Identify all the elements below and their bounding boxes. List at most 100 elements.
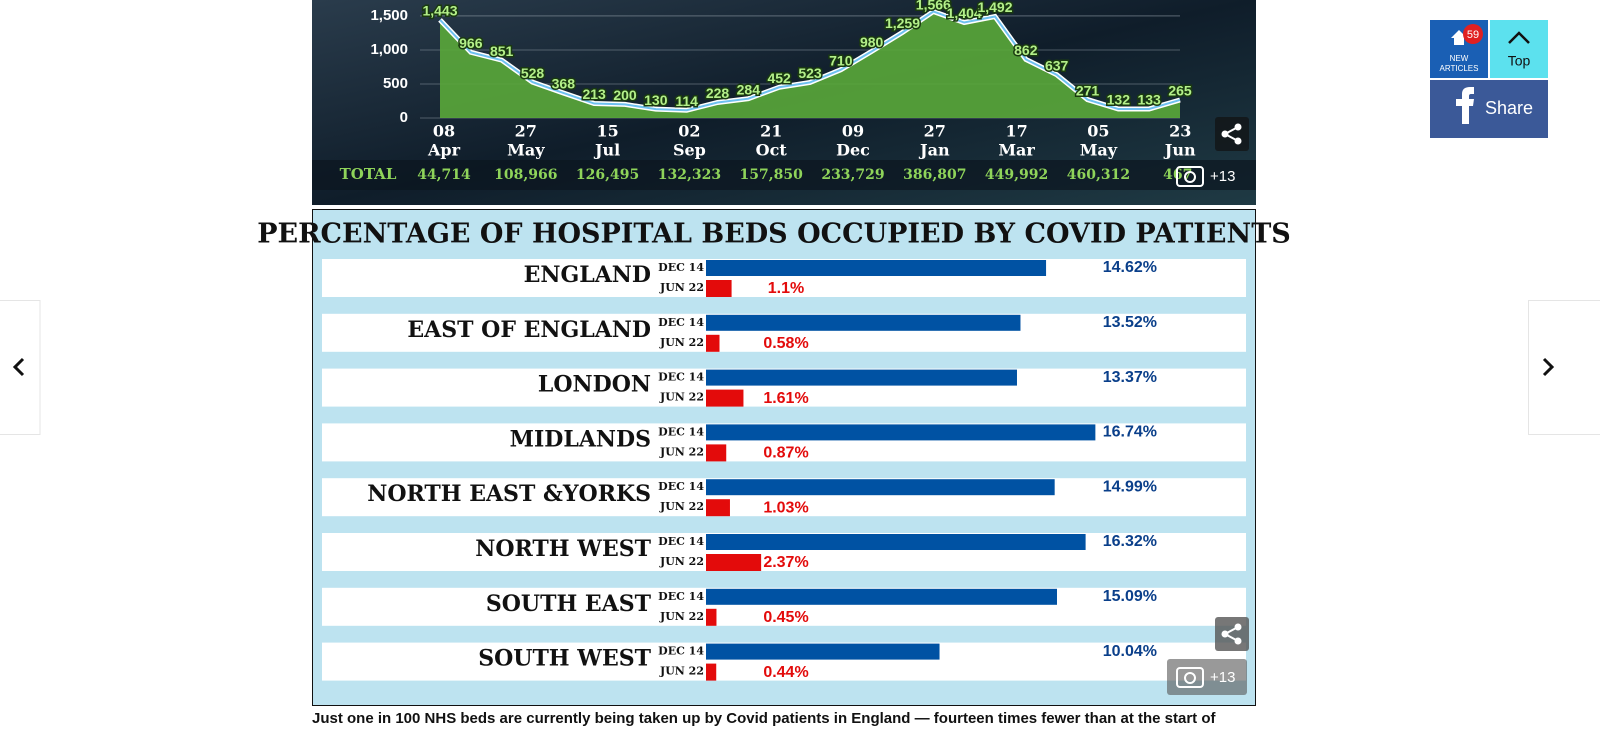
x-tick-label: May [507,141,545,160]
x-tick-label: 02 [678,122,700,141]
data-label: 228 [706,85,730,101]
x-tick-label: Jul [593,141,620,160]
total-value: 157,850 [740,167,804,183]
category-label: NORTH WEST [475,536,651,562]
legend-label: JUN 22 [659,665,704,678]
bar [706,280,732,297]
top-arrow [1508,31,1530,44]
x-tick-label: 27 [924,122,946,141]
top-label: Top [1508,53,1531,69]
legend-label: JUN 22 [659,391,704,404]
gallery-count: +13 [1210,669,1235,686]
category-label: MIDLANDS [510,426,651,452]
data-label: 710 [829,52,853,68]
legend-label: JUN 22 [659,555,704,568]
value-label: 0.87% [763,445,808,462]
category-label: EAST OF ENGLAND [407,317,651,343]
data-label: 528 [521,65,545,81]
value-label: 14.62% [1103,259,1157,276]
bar [706,608,717,626]
total-value: 386,807 [903,167,966,183]
bar [706,479,1055,496]
value-label: 0.44% [763,664,808,681]
top-button[interactable] [1490,20,1548,78]
new-articles-label: NEW [1450,54,1469,63]
category-label: NORTH EAST &YORKS [367,481,651,507]
value-label: 1.03% [763,499,808,516]
data-label: 637 [1045,57,1069,73]
legend-label: DEC 14 [658,535,704,548]
value-label: 14.99% [1103,478,1157,495]
x-tick-label: Jun [1163,141,1196,160]
share-icon [1221,623,1242,645]
data-label: 1,259 [885,15,920,31]
x-tick-label: Sep [673,141,706,160]
bar [706,554,762,571]
data-label: 114 [675,93,698,109]
legend-label: DEC 14 [658,425,704,438]
data-label: 284 [737,81,761,97]
value-label: 1.61% [763,390,808,407]
x-tick-label: Mar [998,141,1035,160]
y-tick-label: 1,500 [370,7,408,24]
bar [706,643,940,660]
value-label: 13.37% [1103,369,1157,386]
x-tick-label: 15 [596,122,618,141]
legend-label: JUN 22 [659,336,704,349]
badge [1463,24,1483,44]
share-button[interactable] [1430,80,1548,138]
value-label: 10.04% [1103,643,1157,660]
data-label: 130 [644,92,668,108]
legend-label: DEC 14 [658,480,704,493]
data-label: 132 [1107,92,1131,108]
share-icon-button[interactable] [1215,617,1249,651]
total-value: 460,312 [1067,167,1130,183]
y-tick-label: 0 [400,109,408,126]
x-tick-label: Dec [836,141,870,160]
x-tick-label: 08 [433,122,455,141]
totals-label: TOTAL [340,165,397,183]
share-icon [1221,123,1242,145]
legend-label: DEC 14 [658,316,704,329]
total-value: 467, [1163,167,1197,183]
value-label: 0.45% [763,609,808,626]
data-label: 265 [1168,83,1192,99]
x-tick-label: Jan [918,141,950,160]
line [439,10,1181,112]
totals-strip [312,160,1256,190]
total-value: 449,992 [985,167,1048,183]
value-label: 2.37% [763,554,808,571]
category-label: SOUTH WEST [478,646,651,672]
legend-label: DEC 14 [658,590,704,603]
data-label: 271 [1076,82,1100,98]
value-label: 15.09% [1103,588,1157,605]
camera-icon [1176,667,1204,688]
next-arrow [1542,357,1555,377]
data-label: 966 [459,35,483,51]
category-label: LONDON [538,372,651,398]
value-label: 13.52% [1103,314,1157,331]
bar [706,663,717,681]
share-label: Share [1485,98,1533,118]
x-tick-label: 17 [1005,122,1027,141]
category-label: SOUTH EAST [486,591,652,617]
home-icon [1451,30,1467,45]
data-label: 452 [767,70,791,86]
next-button[interactable] [1528,300,1600,435]
value-label: 16.74% [1103,424,1157,441]
data-label: 213 [582,86,606,102]
x-tick-label: 21 [760,122,782,141]
data-label: 200 [613,87,637,103]
total-value: 108,966 [494,167,557,183]
prev-arrow [12,357,25,377]
total-value: 132,323 [658,167,721,183]
prev-button[interactable] [0,300,41,435]
x-tick-label: 05 [1087,122,1109,141]
area [440,11,1180,118]
total-value: 233,729 [821,167,884,183]
gallery-count: +13 [1210,168,1235,185]
bar [706,444,727,462]
share-icon-button[interactable] [1215,117,1249,151]
bar [706,499,730,517]
